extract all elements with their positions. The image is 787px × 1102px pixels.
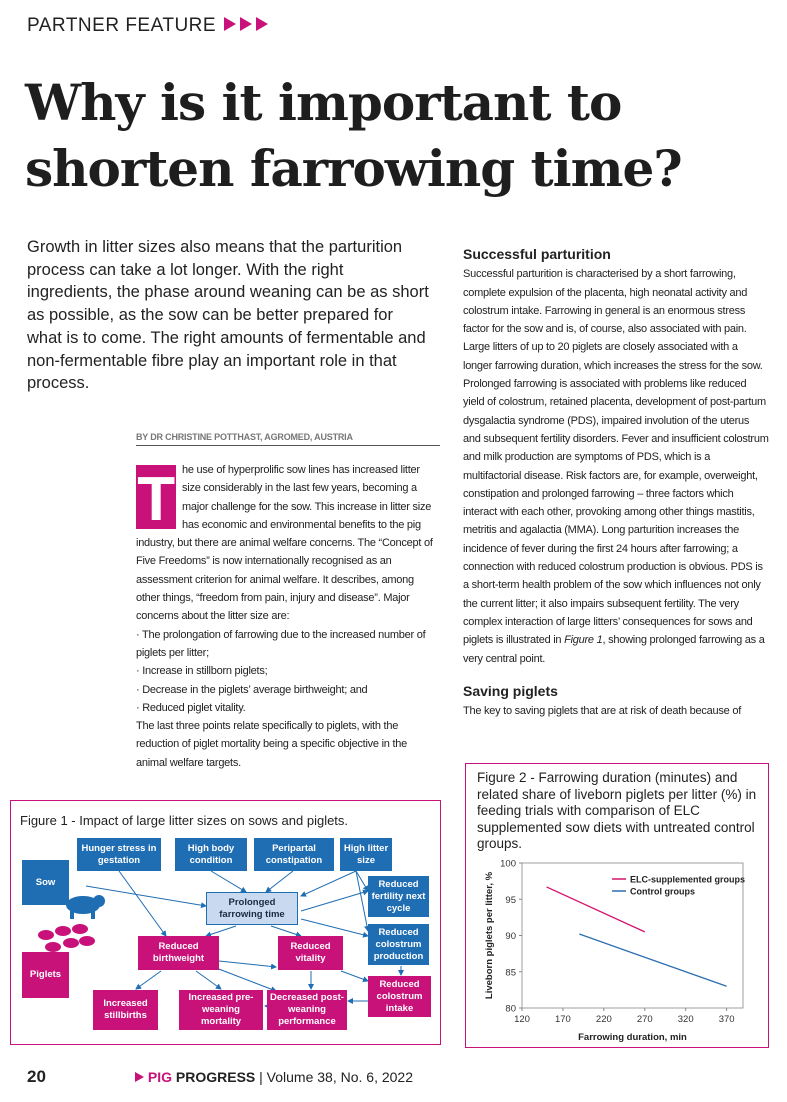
list-item: · Reduced piglet vitality. xyxy=(136,701,246,714)
page-number: 20 xyxy=(27,1067,46,1086)
node: Hunger stress in gestation xyxy=(77,838,161,871)
node: Peripartal constipation xyxy=(254,838,334,871)
x-tick-label: 220 xyxy=(596,1014,612,1025)
figure-1: Figure 1 - Impact of large litter sizes … xyxy=(10,800,441,1045)
node: Reduced vitality xyxy=(278,936,343,970)
figure-ref: Figure 1 xyxy=(564,634,603,647)
node: Reduced fertility next cycle xyxy=(368,876,429,917)
list-item: · The prolongation of farrowing due to t… xyxy=(136,628,426,659)
x-tick-label: 370 xyxy=(719,1014,735,1025)
x-tick-label: 170 xyxy=(555,1014,571,1025)
node: Increased pre-weaning mortality xyxy=(179,990,263,1030)
arrow xyxy=(135,1072,144,1082)
byline: BY DR CHRISTINE POTTHAST, AGROMED, AUSTR… xyxy=(136,432,440,446)
figure-2: Figure 2 - Farrowing duration (minutes) … xyxy=(465,763,769,1048)
intro: Growth in litter sizes also means that t… xyxy=(27,238,429,393)
node: Piglets xyxy=(22,952,69,998)
y-axis-label: Liveborn piglets per litter, % xyxy=(484,871,495,999)
node: Reduced birthweight xyxy=(138,936,219,970)
text: , showing prolonged farrowing as a very … xyxy=(463,634,765,665)
legend-label: ELC-supplemented groups xyxy=(630,875,745,885)
y-tick-label: 85 xyxy=(505,967,516,978)
section-text: PARTNER FEATURE xyxy=(27,15,217,36)
issue: | Volume 38, No. 6, 2022 xyxy=(259,1069,414,1085)
heading: Successful parturition xyxy=(463,246,611,262)
x-tick-label: 320 xyxy=(678,1014,694,1025)
list-item: · Decrease in the piglets’ average birth… xyxy=(136,683,368,696)
paragraph: Successful parturition is characterised … xyxy=(463,265,769,668)
title: Why is it important to shorten farrowing… xyxy=(25,73,683,198)
heading: Saving piglets xyxy=(463,682,558,699)
x-axis-label: Farrowing duration, min xyxy=(578,1032,687,1043)
y-tick-label: 100 xyxy=(500,859,516,870)
piglet-icons xyxy=(38,924,95,952)
paragraph: The key to saving piglets that are at ri… xyxy=(463,705,742,718)
node: Prolonged farrowing time xyxy=(206,892,298,925)
section-label: PARTNER FEATURE xyxy=(27,15,272,37)
y-tick-label: 95 xyxy=(505,895,516,906)
brand: PROGRESS xyxy=(175,1069,256,1085)
brand: PIG xyxy=(147,1069,173,1085)
footer-info: PIG PROGRESS | Volume 38, No. 6, 2022 xyxy=(135,1069,413,1085)
x-tick-label: 270 xyxy=(637,1014,653,1025)
node: Reduced colostrum production xyxy=(368,924,429,965)
arrows xyxy=(38,870,404,1009)
chart-title: Figure 2 - Farrowing duration (minutes) … xyxy=(477,770,757,851)
node: Decreased post-weaning performance xyxy=(267,990,347,1030)
node: Sow xyxy=(22,860,69,905)
caption: Figure 1 - Impact of large litter sizes … xyxy=(20,813,349,828)
series-line xyxy=(579,933,727,987)
drop-cap: T xyxy=(136,465,176,534)
legend-label: Control groups xyxy=(630,887,695,897)
paragraph: The last three points relate specificall… xyxy=(136,720,408,769)
series-line xyxy=(546,886,646,933)
right-column: Successful parturition Successful partur… xyxy=(463,241,769,741)
left-column: T he use of hyperprolific sow lines has … xyxy=(136,461,440,783)
node: High litter size xyxy=(340,838,392,871)
list-item: · Increase in stillborn piglets; xyxy=(136,665,268,678)
node: High body condition xyxy=(175,838,247,871)
pig-icon xyxy=(66,895,105,919)
x-tick-label: 120 xyxy=(514,1014,530,1025)
plot-frame xyxy=(521,862,744,1009)
paragraph: he use of hyperprolific sow lines has in… xyxy=(136,464,433,623)
y-tick-label: 80 xyxy=(505,1004,516,1015)
arrows xyxy=(223,17,268,31)
y-tick-label: 90 xyxy=(505,931,516,942)
node: Reduced colostrum intake xyxy=(368,976,431,1017)
chart: 80 85 90 95 100 120 170 220 270 320 370 Farrowing d… xyxy=(484,859,745,1044)
text: Successful parturition is characterised … xyxy=(463,268,769,647)
node: Increased stillbirths xyxy=(93,990,158,1030)
